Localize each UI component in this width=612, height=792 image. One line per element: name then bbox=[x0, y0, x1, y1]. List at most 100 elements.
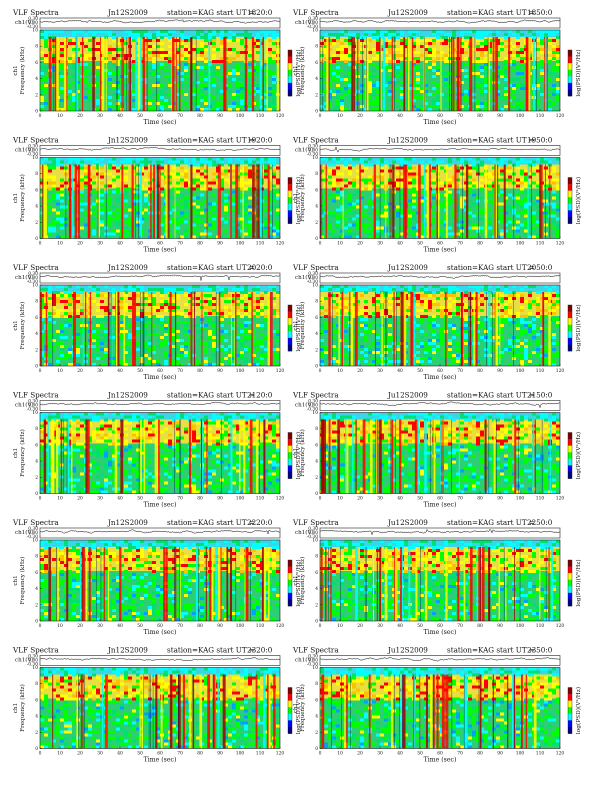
spectrogram-cell bbox=[220, 318, 224, 321]
spectrogram-cell bbox=[412, 175, 416, 179]
spectrogram-cell bbox=[216, 157, 220, 161]
panel-station: station=KAG start UT = bbox=[167, 263, 255, 272]
spectrogram-cell bbox=[44, 36, 48, 39]
spectrogram-cell bbox=[112, 175, 116, 179]
spectrogram-cell bbox=[272, 81, 276, 84]
spectrogram-cell bbox=[556, 78, 560, 81]
spectrogram-cell bbox=[104, 327, 108, 330]
spectrogram-cell bbox=[152, 36, 156, 39]
spectrogram-cell bbox=[272, 72, 276, 75]
spectrogram-cell bbox=[368, 63, 372, 66]
spectrogram-cell bbox=[360, 51, 364, 54]
x-tick-label: 110 bbox=[256, 114, 265, 119]
spectrogram-cell bbox=[40, 288, 44, 291]
spectrogram-cell bbox=[496, 105, 500, 108]
spectrogram-cell bbox=[152, 333, 156, 336]
spectrogram-cell bbox=[436, 160, 440, 164]
spectrogram-cell bbox=[192, 99, 196, 102]
spectrogram-cell bbox=[552, 54, 556, 57]
spectrogram-cell bbox=[124, 42, 128, 45]
spectrogram-cell bbox=[264, 336, 268, 339]
spectrogram-cell bbox=[536, 235, 540, 239]
spectrogram-cell bbox=[340, 54, 344, 57]
spectrogram-cell bbox=[260, 202, 264, 206]
spectrogram-cell bbox=[152, 108, 156, 111]
spectrogram-cell bbox=[144, 217, 148, 221]
spectrogram-cell bbox=[436, 99, 440, 102]
spectrogram-cell bbox=[76, 333, 80, 336]
spectrogram-cell bbox=[272, 285, 276, 288]
spectrogram-cell bbox=[192, 285, 196, 288]
spectrogram-cell bbox=[504, 211, 508, 215]
spectrogram-cell bbox=[328, 193, 332, 197]
spectrogram-cell bbox=[52, 30, 56, 33]
spectrogram-cell bbox=[220, 36, 224, 39]
spectrogram-cell bbox=[272, 309, 276, 312]
spectrogram-cell bbox=[100, 324, 104, 327]
spectrogram-cell bbox=[480, 93, 484, 96]
spectrogram-cell bbox=[156, 102, 160, 105]
spectrogram-cell bbox=[488, 187, 492, 191]
spectrogram-cell bbox=[152, 45, 156, 48]
spectrogram-cell bbox=[244, 351, 248, 354]
sferic-streak bbox=[100, 37, 102, 111]
sferic-dark-line bbox=[424, 37, 425, 111]
spectrogram-cell bbox=[484, 51, 488, 54]
spectrogram-cell bbox=[496, 72, 500, 75]
colorbar-label: log(PSD)(V²/Hz) bbox=[575, 49, 582, 96]
spectrogram-cell bbox=[444, 60, 448, 63]
spectrogram-cell bbox=[228, 160, 232, 164]
spectrogram-cell bbox=[552, 211, 556, 215]
spectrogram-cell bbox=[236, 157, 240, 161]
spectrogram-cell bbox=[184, 175, 188, 179]
spectrogram-cell bbox=[272, 196, 276, 200]
sferic-streak bbox=[527, 164, 529, 239]
spectrogram-cell bbox=[96, 51, 100, 54]
spectrogram-cell bbox=[508, 178, 512, 182]
spectrogram-cell bbox=[324, 69, 328, 72]
spectrogram-cell bbox=[336, 51, 340, 54]
spectrogram-cell bbox=[444, 78, 448, 81]
spectrogram-cell bbox=[336, 181, 340, 185]
spectrogram-cell bbox=[156, 160, 160, 164]
spectrogram-cell bbox=[452, 208, 456, 212]
spectrogram-cell bbox=[220, 30, 224, 33]
x-tick-label: 20 bbox=[77, 242, 83, 247]
spectrogram-cell bbox=[388, 75, 392, 78]
spectrogram-cell bbox=[416, 108, 420, 111]
spectrogram-cell bbox=[276, 348, 280, 351]
spectrogram-cell bbox=[96, 318, 100, 321]
spectrogram-cell bbox=[244, 348, 248, 351]
spectrogram-cell bbox=[412, 214, 416, 218]
x-tick-label: 20 bbox=[77, 369, 83, 374]
spectrogram-cell bbox=[96, 90, 100, 93]
spectrogram-cell bbox=[56, 217, 60, 221]
spectrogram-cell bbox=[480, 102, 484, 105]
spectrogram-cell bbox=[160, 166, 164, 170]
spectrogram-cell bbox=[248, 54, 252, 57]
spectrogram-cell bbox=[60, 51, 64, 54]
spectrogram-cell bbox=[332, 169, 336, 173]
spectrogram-cell bbox=[232, 169, 236, 173]
spectrogram-cell bbox=[264, 163, 268, 167]
spectrogram-cell bbox=[400, 184, 404, 188]
spectrogram-cell bbox=[208, 312, 212, 315]
spectrogram-cell bbox=[556, 208, 560, 212]
spectrogram-cell bbox=[400, 33, 404, 36]
spectrogram-cell bbox=[124, 63, 128, 66]
spectrogram-cell bbox=[184, 63, 188, 66]
spectrogram-cell bbox=[248, 160, 252, 164]
spectrogram-cell bbox=[468, 175, 472, 179]
sferic-dark-line bbox=[138, 164, 139, 239]
spectrogram-cell bbox=[344, 75, 348, 78]
spectrogram-cell bbox=[348, 229, 352, 233]
spectrogram-cell bbox=[476, 223, 480, 227]
spectrogram-cell bbox=[40, 178, 44, 182]
spectrogram-cell bbox=[396, 72, 400, 75]
sferic-dark-line bbox=[52, 292, 54, 366]
sferic-streak bbox=[541, 164, 543, 239]
spectrogram-cell bbox=[212, 33, 216, 36]
spectrogram-cell bbox=[112, 84, 116, 87]
spectrogram-cell bbox=[52, 84, 56, 87]
spectrogram-cell bbox=[112, 229, 116, 233]
